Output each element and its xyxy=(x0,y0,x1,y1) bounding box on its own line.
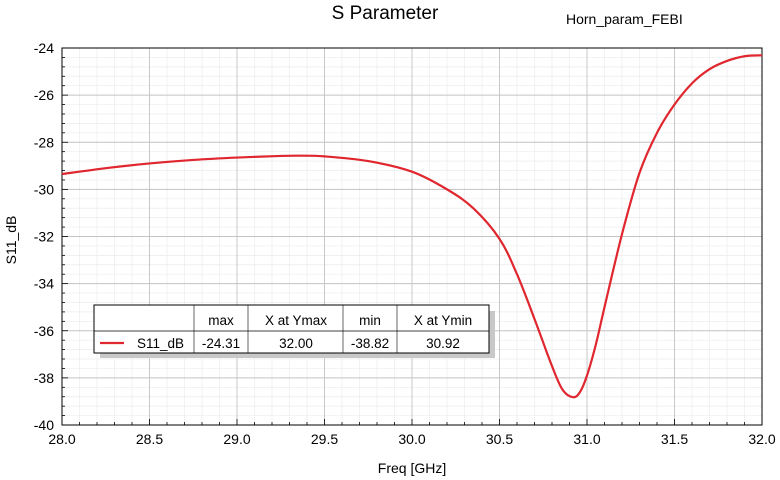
marker-value-x-at-ymin: 30.92 xyxy=(426,336,460,351)
chart-subtitle: Horn_param_FEBI xyxy=(566,11,683,27)
y-tick-label: -34 xyxy=(34,276,54,292)
marker-header-max: max xyxy=(208,313,234,328)
x-axis-ticks: 28.0 28.5 29.0 29.5 30.0 30.5 31.0 31.5 32.0 xyxy=(48,431,775,447)
marker-table-box xyxy=(93,304,490,354)
y-tick-label: -38 xyxy=(34,370,54,386)
marker-value-max: -24.31 xyxy=(202,336,240,351)
marker-header-x-at-ymax: X at Ymax xyxy=(265,313,327,328)
marker-header-min: min xyxy=(359,313,381,328)
y-tick-label: -26 xyxy=(34,87,54,103)
series-line-s11-db xyxy=(61,54,763,399)
marker-header-x-at-ymin: X at Ymin xyxy=(414,313,472,328)
y-tick-label: -24 xyxy=(34,40,54,56)
y-tick-label: -30 xyxy=(34,181,54,197)
x-axis-label: Freq [GHz] xyxy=(378,460,446,476)
y-tick-label: -40 xyxy=(34,417,54,433)
y-tick-label: -36 xyxy=(34,323,54,339)
x-tick-label: 31.5 xyxy=(661,431,688,447)
x-tick-label: 28.0 xyxy=(48,431,75,447)
x-tick-label: 28.5 xyxy=(136,431,163,447)
chart-title: S Parameter xyxy=(332,3,439,24)
marker-table: max X at Ymax min X at Ymin S11_dB -24.3… xyxy=(93,304,495,358)
y-tick-label: -32 xyxy=(34,229,54,245)
x-tick-label: 30.0 xyxy=(398,431,425,447)
x-tick-label: 29.5 xyxy=(311,431,338,447)
axis-tick-marks xyxy=(61,47,763,426)
legend-entry-s11-db: S11_dB xyxy=(137,336,184,351)
marker-value-x-at-ymax: 32.00 xyxy=(279,336,313,351)
x-tick-label: 32.0 xyxy=(748,431,775,447)
y-axis-ticks: -24 -26 -28 -30 -32 -34 -36 -38 -40 xyxy=(34,40,54,433)
y-axis-label: S11_dB xyxy=(3,216,19,265)
x-tick-label: 31.0 xyxy=(573,431,600,447)
x-tick-label: 29.0 xyxy=(223,431,250,447)
marker-value-min: -38.82 xyxy=(351,336,389,351)
y-tick-label: -28 xyxy=(34,134,54,150)
x-tick-label: 30.5 xyxy=(486,431,513,447)
